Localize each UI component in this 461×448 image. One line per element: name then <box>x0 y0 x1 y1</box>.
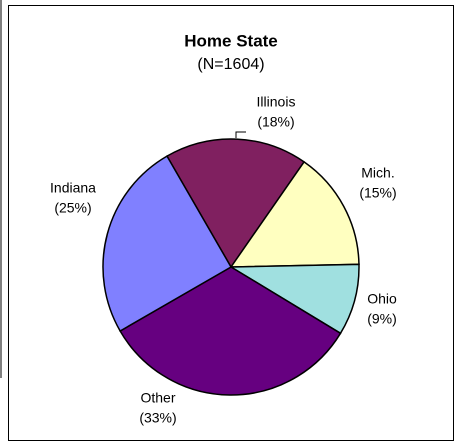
pie-slice <box>165 138 306 269</box>
pie-slice <box>229 160 360 268</box>
slice-label: Ohio <box>367 291 397 307</box>
slice-label: Indiana <box>50 180 96 196</box>
slice-value-label: (25%) <box>54 200 91 216</box>
pie-slice <box>119 266 342 396</box>
slice-label: Mich. <box>361 165 394 181</box>
slice-label: Other <box>140 390 175 406</box>
slice-value-label: (15%) <box>359 185 396 201</box>
chart-title: Home State <box>184 31 278 50</box>
pie-slice <box>102 155 233 333</box>
slice-value-label: (9%) <box>367 311 397 327</box>
slice-value-label: (18%) <box>257 114 294 130</box>
slice-value-label: (33%) <box>139 410 176 426</box>
chart-subtitle: (N=1604) <box>197 56 264 73</box>
leader-line <box>235 131 246 138</box>
slice-label: Illinois <box>257 94 296 110</box>
